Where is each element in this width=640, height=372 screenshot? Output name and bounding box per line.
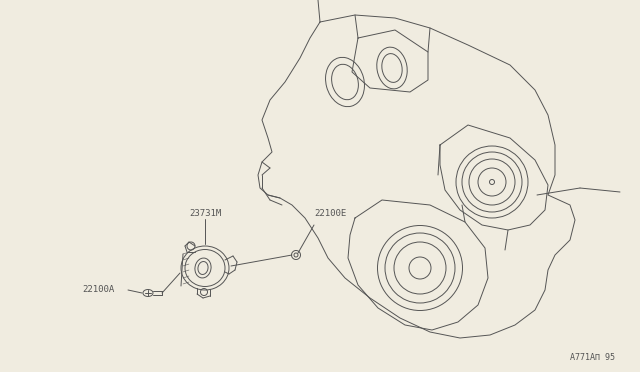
Text: 22100A: 22100A xyxy=(82,285,115,295)
Text: 23731M: 23731M xyxy=(189,209,221,218)
Text: A771AΠ 95: A771AΠ 95 xyxy=(570,353,615,362)
Text: 22100E: 22100E xyxy=(314,209,346,218)
